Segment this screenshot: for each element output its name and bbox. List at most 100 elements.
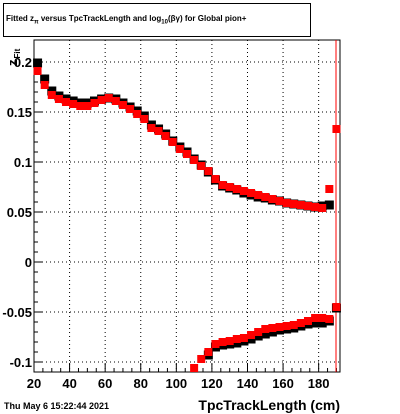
title-part-b: versus TpcTrackLength and log xyxy=(38,14,162,23)
y-axis-label-sub: Fit xyxy=(13,48,22,58)
x-tick-label: 180 xyxy=(308,376,330,391)
data-point xyxy=(325,315,334,323)
data-point xyxy=(218,181,227,189)
data-point xyxy=(83,102,92,110)
data-point xyxy=(261,325,270,333)
x-tick-label: 60 xyxy=(98,376,112,391)
data-point xyxy=(175,145,184,153)
data-point xyxy=(204,167,213,175)
data-point xyxy=(118,101,127,109)
data-point xyxy=(325,185,334,193)
data-point xyxy=(76,102,85,110)
data-point xyxy=(296,201,305,209)
y-axis-label-main: z xyxy=(5,59,20,66)
x-tick-label: 100 xyxy=(165,376,187,391)
data-point xyxy=(260,329,270,339)
x-tick-label: 120 xyxy=(201,376,223,391)
y-tick-label: -0.1 xyxy=(10,355,32,370)
x-tick-label: 80 xyxy=(134,376,148,391)
data-point xyxy=(183,150,191,158)
data-point xyxy=(254,328,263,336)
data-point xyxy=(225,183,234,191)
data-point xyxy=(211,340,220,348)
data-point xyxy=(154,127,163,135)
data-point xyxy=(33,67,42,75)
data-point xyxy=(311,314,320,322)
data-point xyxy=(168,138,177,146)
x-tick-label: 140 xyxy=(237,376,259,391)
title-sub-10: 10 xyxy=(161,19,168,26)
x-tick-label: 160 xyxy=(272,376,294,391)
title-sub-pi: π xyxy=(34,19,39,26)
x-tick-labels: 20 40 60 80 100 120 140 160 180 xyxy=(27,376,330,391)
data-point xyxy=(318,204,327,212)
y-tick-labels: 0.2 0.15 0.1 0.05 0 -0.05 -0.1 xyxy=(2,55,32,370)
y-tick-label: 0.2 xyxy=(14,55,32,70)
y-tick-label: 0.05 xyxy=(7,205,32,220)
data-point xyxy=(90,99,99,107)
x-tick-label: 20 xyxy=(27,376,41,391)
data-point xyxy=(97,96,106,104)
red-series xyxy=(33,67,341,372)
data-point xyxy=(232,335,241,343)
data-point xyxy=(268,324,277,332)
data-point xyxy=(282,322,291,330)
data-point xyxy=(197,355,206,363)
data-point xyxy=(40,74,50,84)
data-point xyxy=(289,321,298,329)
data-point xyxy=(282,199,291,207)
plot-frame xyxy=(33,39,341,373)
data-point xyxy=(247,189,256,197)
timestamp: Thu May 6 15:22:44 2021 xyxy=(4,401,110,411)
data-point xyxy=(140,115,149,123)
data-point xyxy=(133,110,142,118)
title-part-a: Fitted z xyxy=(6,14,34,23)
data-point xyxy=(218,338,227,346)
y-axis-label: zFit xyxy=(5,48,22,66)
data-point xyxy=(54,95,63,103)
y-tick-label: -0.05 xyxy=(2,305,32,320)
y-tick-label: 0.1 xyxy=(14,155,32,170)
svg-text:zFit: zFit xyxy=(5,48,22,66)
data-point xyxy=(197,162,206,170)
data-point xyxy=(211,175,220,183)
chart-title: Fitted zπ versus TpcTrackLength and log1… xyxy=(4,14,312,26)
data-point xyxy=(310,318,320,328)
title-part-c: (βγ) for Global pion+ xyxy=(167,14,247,23)
data-point xyxy=(289,200,298,208)
data-point xyxy=(126,105,135,113)
data-point xyxy=(268,195,277,203)
data-point xyxy=(62,98,71,106)
data-point xyxy=(247,331,256,339)
data-point xyxy=(239,187,248,195)
y-tick-label: 0.15 xyxy=(7,105,32,120)
title-box: Fitted zπ versus TpcTrackLength and log1… xyxy=(3,3,311,37)
data-point xyxy=(104,94,113,102)
data-point xyxy=(303,202,312,210)
data-point xyxy=(47,91,56,99)
data-point xyxy=(275,323,284,331)
data-point xyxy=(303,317,312,325)
data-point xyxy=(147,124,156,132)
data-point xyxy=(204,348,213,356)
axis-ticks xyxy=(33,61,337,372)
data-point xyxy=(111,97,120,105)
data-point xyxy=(296,319,305,327)
data-point xyxy=(225,337,234,345)
data-point xyxy=(254,191,263,199)
data-point xyxy=(324,200,334,210)
data-point xyxy=(190,364,199,372)
data-point xyxy=(332,125,341,133)
data-point xyxy=(275,197,284,205)
y-tick-label: 0 xyxy=(25,255,32,270)
x-axis-label: TpcTrackLength (cm) xyxy=(198,397,340,413)
data-point xyxy=(239,334,248,342)
data-point xyxy=(190,156,199,164)
data-point xyxy=(161,132,170,140)
data-point xyxy=(33,58,43,68)
data-point xyxy=(332,303,341,311)
data-point xyxy=(317,318,327,328)
data-point xyxy=(261,193,270,201)
data-point xyxy=(232,185,241,193)
